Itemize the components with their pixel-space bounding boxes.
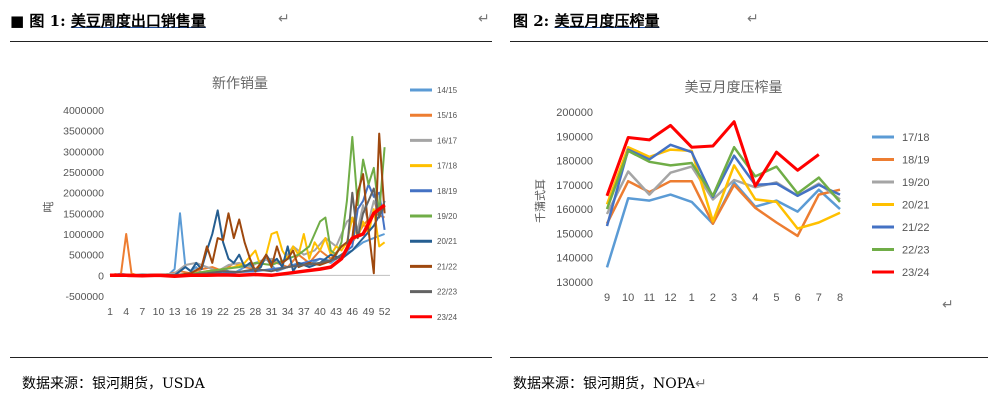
x-tick-label: 9	[604, 292, 610, 304]
left-caption-text: 美豆周度出口销售量	[70, 12, 206, 30]
x-tick-label: 10	[153, 306, 165, 318]
legend-label: 15/16	[437, 111, 458, 120]
y-tick-label: 160000	[556, 204, 593, 216]
right-figure-caption: 图 2: 美豆月度压榨量	[513, 10, 659, 31]
x-tick-label: 37	[298, 306, 310, 318]
y-tick-label: 2500000	[63, 167, 104, 179]
x-tick-label: 8	[837, 292, 843, 304]
legend-label: 17/18	[437, 162, 458, 171]
y-tick-label: 170000	[556, 180, 593, 192]
divider-bottom-right	[510, 357, 988, 358]
x-tick-label: 28	[250, 306, 262, 318]
x-tick-label: 31	[266, 306, 278, 318]
divider-top-right	[510, 41, 988, 42]
divider-top-left	[10, 41, 492, 42]
y-tick-label: 0	[98, 270, 104, 282]
y-tick-label: 1500000	[63, 208, 104, 220]
y-tick-label: 2000000	[63, 188, 104, 200]
chart-title: 新作销量	[212, 75, 268, 91]
x-tick-label: 34	[282, 306, 294, 318]
left-chart: 新作销量吨 4000000 3500000 3000000 2500000 2000000…	[10, 44, 494, 354]
legend-label: 23/24	[902, 267, 930, 279]
legend-label: 22/23	[437, 288, 458, 297]
x-tick-label: 22	[217, 306, 229, 318]
series-line-23-24	[605, 120, 820, 197]
y-tick-label: 200000	[556, 107, 593, 119]
x-tick-label: 1	[689, 292, 695, 304]
x-tick-label: 13	[169, 306, 181, 318]
return-mark: ↵	[478, 11, 490, 27]
return-mark: ↵	[694, 376, 707, 392]
return-mark: ↵	[942, 297, 954, 313]
series-line-21-22	[605, 143, 841, 227]
y-tick-label: 3000000	[63, 146, 104, 158]
legend-label: 20/21	[902, 200, 930, 212]
y-tick-label: 130000	[556, 277, 593, 289]
legend-label: 23/24	[437, 313, 458, 322]
y-tick-label: 180000	[556, 156, 593, 168]
left-caption-prefix: 图 1:	[29, 12, 66, 30]
legend-label: 14/15	[437, 86, 458, 95]
y-tick-label: 500000	[69, 250, 104, 262]
right-source-note: 数据来源：银河期货，NOPA↵	[513, 373, 707, 393]
x-tick-label: 11	[644, 292, 655, 304]
legend-label: 19/20	[437, 212, 458, 221]
series-line-20-21	[605, 145, 841, 230]
legend-label: 21/22	[437, 262, 458, 271]
left-caption-bullet: ■	[10, 12, 25, 30]
x-tick-label: 4	[123, 306, 129, 318]
y-axis-label: 吨	[42, 202, 55, 213]
x-tick-label: 43	[330, 306, 342, 318]
x-tick-label: 2	[710, 292, 716, 304]
series-line-23-24	[110, 203, 386, 278]
legend-label: 22/23	[902, 245, 930, 257]
x-tick-label: 6	[795, 292, 801, 304]
y-tick-label: 3500000	[63, 126, 104, 138]
x-tick-label: 12	[664, 292, 676, 304]
x-tick-label: 5	[773, 292, 779, 304]
y-axis-label: 千蒲式耳	[533, 179, 547, 223]
legend-label: 18/19	[437, 187, 458, 196]
right-chart: 美豆月度压榨量千蒲式耳 200000 190000 180000 170000 16000…	[510, 44, 988, 354]
legend-label: 16/17	[437, 136, 458, 145]
y-tick-label: 4000000	[63, 105, 104, 117]
x-tick-label: 52	[379, 306, 391, 318]
x-tick-label: 40	[314, 306, 326, 318]
x-tick-label: 49	[363, 306, 375, 318]
x-tick-label: 3	[731, 292, 737, 304]
y-tick-label: 150000	[556, 228, 593, 240]
x-tick-label: 19	[201, 306, 213, 318]
x-tick-label: 16	[185, 306, 197, 318]
legend-label: 21/22	[902, 222, 930, 234]
x-tick-label: 7	[816, 292, 822, 304]
y-tick-label: 190000	[556, 131, 593, 143]
x-tick-label: 25	[233, 306, 245, 318]
legend-label: 18/19	[902, 155, 930, 167]
x-tick-label: 46	[346, 306, 358, 318]
right-caption-text: 美豆月度压榨量	[554, 12, 660, 30]
y-tick-label: -500000	[65, 291, 104, 303]
legend-label: 17/18	[902, 132, 930, 144]
right-caption-prefix: 图 2:	[513, 12, 550, 30]
legend-label: 20/21	[437, 237, 458, 246]
return-mark: ↵	[278, 11, 290, 27]
right-source-text: 数据来源：银河期货，NOPA	[513, 376, 695, 392]
series-line-20-21	[109, 204, 386, 277]
chart-title: 美豆月度压榨量	[685, 79, 783, 95]
legend-label: 19/20	[902, 177, 930, 189]
divider-bottom-left	[10, 357, 492, 358]
x-tick-label: 4	[752, 292, 758, 304]
series-line-22-23	[605, 145, 841, 210]
y-tick-label: 1000000	[63, 229, 104, 241]
y-tick-label: 140000	[556, 253, 593, 265]
x-tick-label: 1	[107, 306, 113, 318]
left-source-note: 数据来源：银河期货，USDA	[22, 376, 205, 392]
x-tick-label: 10	[622, 292, 634, 304]
left-figure-caption: ■ 图 1: 美豆周度出口销售量	[10, 10, 206, 31]
series-line-21-22	[109, 132, 386, 277]
return-mark: ↵	[747, 11, 759, 27]
x-tick-label: 7	[139, 306, 145, 318]
